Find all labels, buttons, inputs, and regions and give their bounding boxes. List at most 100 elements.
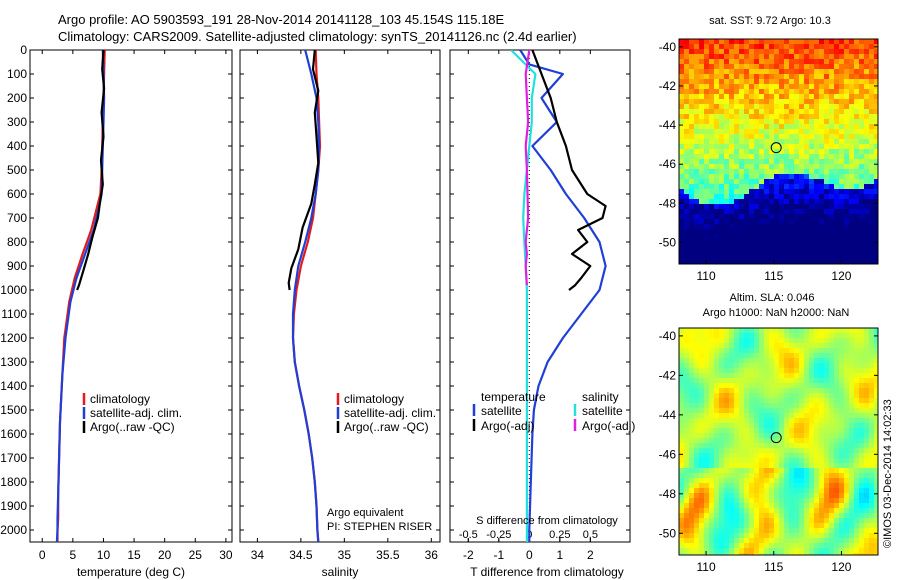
sst-cell	[734, 134, 739, 139]
sst-cell	[679, 124, 684, 129]
sla-cell	[804, 398, 809, 403]
sla-cell	[789, 473, 794, 478]
sla-cell	[719, 378, 724, 383]
sla-cell	[679, 483, 684, 488]
sst-cell	[774, 189, 779, 194]
sst-cell	[829, 124, 834, 129]
sst-cell	[729, 214, 734, 219]
sla-cell	[814, 488, 819, 493]
sst-cell	[854, 254, 859, 259]
sla-cell	[719, 368, 724, 373]
sla-cell	[729, 338, 734, 343]
sla-cell	[739, 328, 744, 333]
sla-cell	[769, 458, 774, 463]
sla-cell	[839, 348, 844, 353]
sst-cell	[764, 114, 769, 119]
sst-cell	[804, 39, 809, 44]
sst-cell	[704, 179, 709, 184]
sla-cell	[704, 398, 709, 403]
sla-cell	[859, 463, 864, 468]
sst-cell	[744, 89, 749, 94]
sla-cell	[864, 548, 869, 553]
sst-cell	[779, 204, 784, 209]
sla-cell	[774, 373, 779, 378]
sst-cell	[749, 244, 754, 249]
sla-cell	[809, 363, 814, 368]
sla-cell	[814, 353, 819, 358]
sst-cell	[799, 139, 804, 144]
sla-cell	[729, 468, 734, 473]
sla-cell	[764, 448, 769, 453]
sla-cell	[789, 378, 794, 383]
sla-cell	[759, 398, 764, 403]
sst-cell	[699, 254, 704, 259]
sla-cell	[854, 338, 859, 343]
sla-cell	[834, 433, 839, 438]
sla-cell	[684, 398, 689, 403]
sla-cell	[789, 353, 794, 358]
sla-cell	[844, 433, 849, 438]
sst-cell	[764, 204, 769, 209]
sst-cell	[834, 254, 839, 259]
sla-cell	[844, 328, 849, 333]
sst-cell	[804, 184, 809, 189]
sla-cell	[814, 533, 819, 538]
sla-cell	[694, 393, 699, 398]
sla-cell	[734, 503, 739, 508]
sla-cell	[874, 488, 878, 493]
sst-cell	[709, 89, 714, 94]
sla-cell	[769, 503, 774, 508]
sst-cell	[784, 209, 789, 214]
sla-cell	[869, 373, 874, 378]
sla-cell	[739, 338, 744, 343]
sla-cell	[799, 388, 804, 393]
sla-cell	[714, 483, 719, 488]
sst-cell	[804, 124, 809, 129]
sla-cell	[814, 328, 819, 333]
sst-cell	[689, 209, 694, 214]
sst-cell	[744, 124, 749, 129]
sla-cell	[844, 423, 849, 428]
sst-cell	[834, 79, 839, 84]
sst-cell	[839, 154, 844, 159]
sla-cell	[699, 388, 704, 393]
sla-cell	[849, 383, 854, 388]
sst-cell	[869, 219, 874, 224]
sst-cell	[724, 174, 729, 179]
sst-cell	[744, 39, 749, 44]
sla-cell	[869, 343, 874, 348]
sst-cell	[814, 129, 819, 134]
sla-cell	[739, 343, 744, 348]
sst-cell	[874, 69, 878, 74]
sla-cell	[769, 333, 774, 338]
pi-note: PI: STEPHEN RISER	[327, 521, 432, 533]
sla-cell	[764, 363, 769, 368]
sla-cell	[754, 508, 759, 513]
sst-cell	[814, 144, 819, 149]
sla-cell	[734, 468, 739, 473]
sst-cell	[869, 59, 874, 64]
sst-cell	[854, 124, 859, 129]
sst-cell	[829, 189, 834, 194]
sla-cell	[774, 343, 779, 348]
sst-cell	[744, 69, 749, 74]
sst-cell	[754, 119, 759, 124]
sla-cell	[839, 518, 844, 523]
sst-cell	[749, 124, 754, 129]
sst-cell	[869, 199, 874, 204]
sst-cell	[869, 69, 874, 74]
sst-cell	[759, 114, 764, 119]
sst-cell	[849, 184, 854, 189]
sla-cell	[839, 438, 844, 443]
sst-cell	[769, 59, 774, 64]
sla-cell	[719, 483, 724, 488]
sst-cell	[779, 89, 784, 94]
sst-cell	[709, 69, 714, 74]
sst-cell	[759, 84, 764, 89]
sla-cell	[869, 493, 874, 498]
sst-cell	[734, 84, 739, 89]
sst-cell	[854, 69, 859, 74]
sst-cell	[774, 174, 779, 179]
sst-cell	[699, 244, 704, 249]
sst-cell	[869, 259, 874, 264]
